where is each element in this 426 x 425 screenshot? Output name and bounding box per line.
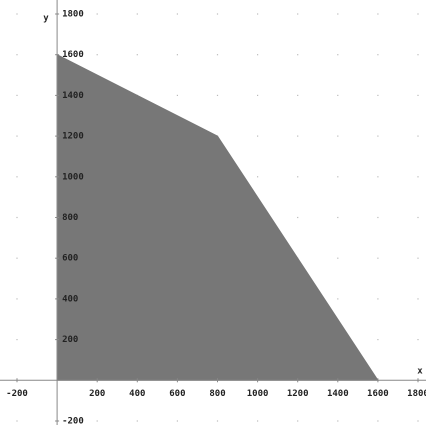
grid-dot bbox=[337, 298, 339, 300]
region bbox=[56, 53, 379, 381]
grid-dot bbox=[417, 420, 419, 422]
grid-dot bbox=[417, 13, 419, 15]
grid-dot bbox=[377, 216, 379, 219]
x-tick-label: 1400 bbox=[327, 389, 349, 399]
x-tick-label: 1800 bbox=[407, 389, 426, 399]
y-tick-label: 1400 bbox=[62, 91, 84, 101]
grid-dot bbox=[136, 420, 138, 422]
grid-dot bbox=[297, 176, 299, 178]
x-tick-label: 800 bbox=[209, 389, 225, 399]
grid-dot bbox=[297, 135, 299, 137]
grid-dot bbox=[297, 420, 299, 422]
grid-dot bbox=[297, 54, 299, 56]
grid-dot bbox=[257, 54, 259, 56]
grid-dot bbox=[377, 420, 379, 422]
grid-dot bbox=[96, 420, 98, 422]
grid-dot bbox=[216, 54, 219, 56]
y-tick-label: 1000 bbox=[62, 172, 84, 182]
grid-dot bbox=[377, 135, 379, 137]
grid-dot bbox=[216, 94, 219, 96]
grid-dot bbox=[136, 54, 138, 56]
grid-dot bbox=[176, 420, 178, 422]
grid-dot bbox=[257, 94, 259, 96]
grid-dot bbox=[257, 176, 259, 178]
y-tick-label: 600 bbox=[62, 254, 78, 264]
grid-dot bbox=[16, 298, 18, 300]
grid-dot bbox=[176, 13, 178, 15]
grid-dot bbox=[417, 135, 419, 137]
y-tick-label: 1600 bbox=[62, 50, 84, 60]
grid-dot bbox=[337, 257, 339, 259]
grid-dot bbox=[377, 257, 379, 259]
grid-dot bbox=[417, 298, 419, 300]
grid-dot bbox=[297, 94, 299, 96]
y-tick-label: 400 bbox=[62, 294, 78, 304]
x-tick-label: 400 bbox=[129, 389, 145, 399]
grid-dot bbox=[337, 94, 339, 96]
grid-dot bbox=[417, 257, 419, 259]
grid-dot bbox=[377, 298, 379, 300]
grid-dot bbox=[216, 13, 219, 15]
x-tick-label: 200 bbox=[89, 389, 105, 399]
grid-dot bbox=[377, 176, 379, 178]
grid-dot bbox=[216, 420, 219, 422]
grid-dot bbox=[16, 216, 18, 219]
grid-dot bbox=[337, 176, 339, 178]
grid-dot bbox=[96, 13, 98, 15]
y-tick-label: 1200 bbox=[62, 132, 84, 142]
grid-dot bbox=[297, 216, 299, 219]
grid-dot bbox=[16, 257, 18, 259]
y-tick-label: -200 bbox=[62, 417, 84, 425]
grid-dot bbox=[337, 420, 339, 422]
grid-dot bbox=[337, 135, 339, 137]
grid-dot bbox=[16, 54, 18, 56]
grid-dot bbox=[337, 216, 339, 219]
grid-dot bbox=[176, 94, 178, 96]
grid-dot bbox=[377, 13, 379, 15]
grid-dot bbox=[16, 13, 18, 15]
grid-dot bbox=[377, 339, 379, 341]
grid-dot bbox=[417, 216, 419, 219]
x-tick-label: -200 bbox=[6, 389, 28, 399]
grid-dot bbox=[16, 135, 18, 137]
grid-dot bbox=[377, 94, 379, 96]
grid-dot bbox=[337, 54, 339, 56]
y-tick-label: 800 bbox=[62, 213, 78, 223]
grid-dot bbox=[16, 339, 18, 341]
grid-dot bbox=[136, 13, 138, 15]
grid-dot bbox=[417, 176, 419, 178]
grid-dot bbox=[96, 54, 98, 56]
x-axis-label: x bbox=[417, 367, 423, 377]
grid-dot bbox=[16, 420, 18, 422]
y-axis-label: y bbox=[43, 14, 49, 24]
grid-dot bbox=[257, 13, 259, 15]
grid-dot bbox=[337, 13, 339, 15]
x-tick-label: 1600 bbox=[367, 389, 389, 399]
x-tick-label: 1200 bbox=[287, 389, 309, 399]
grid-dot bbox=[377, 54, 379, 56]
grid-dot bbox=[417, 94, 419, 96]
grid-dot bbox=[16, 176, 18, 178]
y-tick-label: 200 bbox=[62, 335, 78, 345]
y-tick-label: 1800 bbox=[62, 10, 84, 20]
grid-dot bbox=[176, 54, 178, 56]
grid-dot bbox=[417, 339, 419, 341]
grid-dot bbox=[257, 420, 259, 422]
grid-dot bbox=[257, 135, 259, 137]
grid-dot bbox=[417, 54, 419, 56]
grid-dot bbox=[16, 94, 18, 96]
grid-dot bbox=[297, 13, 299, 15]
x-tick-label: 600 bbox=[169, 389, 185, 399]
x-tick-label: 1000 bbox=[247, 389, 269, 399]
